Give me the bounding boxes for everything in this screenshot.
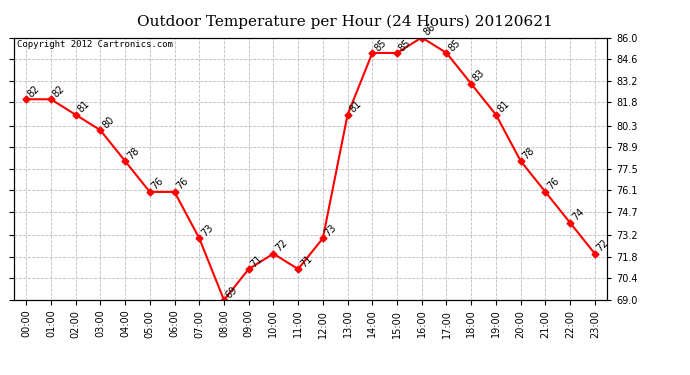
Text: 81: 81	[348, 99, 364, 115]
Text: 76: 76	[545, 176, 561, 192]
Text: 82: 82	[51, 84, 67, 99]
Text: 78: 78	[125, 145, 141, 161]
Text: 83: 83	[471, 68, 487, 84]
Text: 69: 69	[224, 284, 239, 300]
Text: 85: 85	[397, 37, 413, 53]
Text: 74: 74	[570, 207, 586, 223]
Text: 85: 85	[446, 37, 462, 53]
Text: 76: 76	[175, 176, 190, 192]
Text: 81: 81	[496, 99, 512, 115]
Text: 72: 72	[273, 238, 289, 254]
Text: 73: 73	[323, 222, 339, 238]
Text: 71: 71	[298, 253, 314, 269]
Text: 73: 73	[199, 222, 215, 238]
Text: 76: 76	[150, 176, 166, 192]
Text: 86: 86	[422, 22, 437, 38]
Text: Copyright 2012 Cartronics.com: Copyright 2012 Cartronics.com	[17, 40, 172, 49]
Text: 78: 78	[521, 145, 537, 161]
Text: 81: 81	[76, 99, 91, 115]
Text: 72: 72	[595, 238, 611, 254]
Text: Outdoor Temperature per Hour (24 Hours) 20120621: Outdoor Temperature per Hour (24 Hours) …	[137, 15, 553, 29]
Text: 80: 80	[100, 114, 116, 130]
Text: 71: 71	[248, 253, 264, 269]
Text: 82: 82	[26, 84, 42, 99]
Text: 85: 85	[373, 37, 388, 53]
